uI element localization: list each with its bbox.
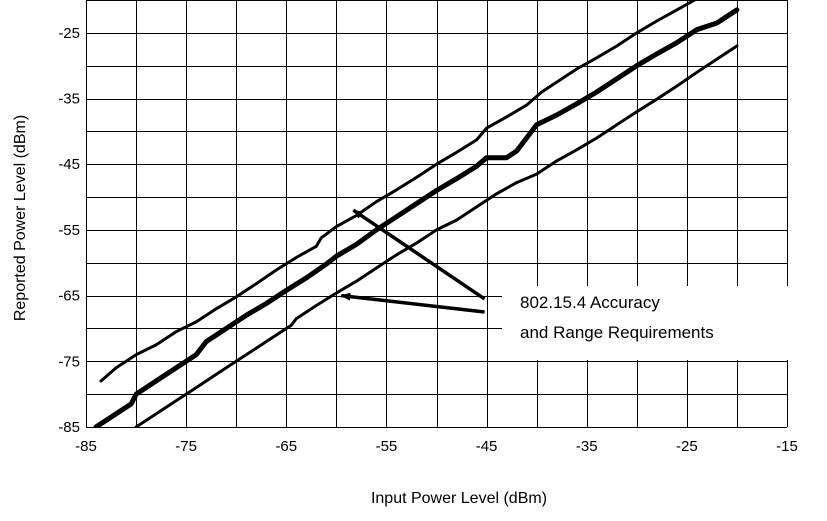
x-tick-label: -85	[75, 438, 97, 455]
y-axis-label: Reported Power Level (dBm)	[12, 115, 29, 321]
annotation-group: 802.15.4 Accuracy and Range Requirements	[340, 208, 788, 360]
series-line-bound-upper	[99, 0, 698, 383]
annotation-arrow	[340, 292, 485, 314]
y-tick-label: -65	[58, 288, 80, 305]
x-tick-label: -65	[275, 438, 297, 455]
annotation-arrow	[352, 208, 486, 301]
annotation-text: and Range Requirements	[520, 323, 714, 342]
x-axis-label: Input Power Level (dBm)	[371, 490, 547, 507]
x-tick-labels: -85 -75 -65 -55 -45 -35 -25 -15	[75, 438, 798, 455]
series-line-center	[93, 7, 740, 427]
y-tick-label: -75	[58, 353, 80, 370]
y-tick-label: -25	[58, 25, 80, 42]
x-tick-label: -45	[476, 438, 498, 455]
series-line-bound-lower	[134, 44, 739, 427]
annotation-box	[502, 286, 788, 360]
y-tick-label: -45	[58, 156, 80, 173]
x-tick-label: -15	[776, 438, 798, 455]
y-tick-label: -35	[58, 91, 80, 108]
y-tick-label: -85	[58, 419, 80, 436]
x-tick-label: -75	[175, 438, 197, 455]
y-tick-label: -55	[58, 222, 80, 239]
x-tick-label: -55	[376, 438, 398, 455]
y-tick-labels: -85 -75 -65 -55 -45 -35 -25	[58, 25, 80, 436]
annotation-text: 802.15.4 Accuracy	[520, 293, 660, 312]
x-tick-label: -35	[576, 438, 598, 455]
series-group	[93, 0, 740, 427]
x-tick-label: -25	[676, 438, 698, 455]
